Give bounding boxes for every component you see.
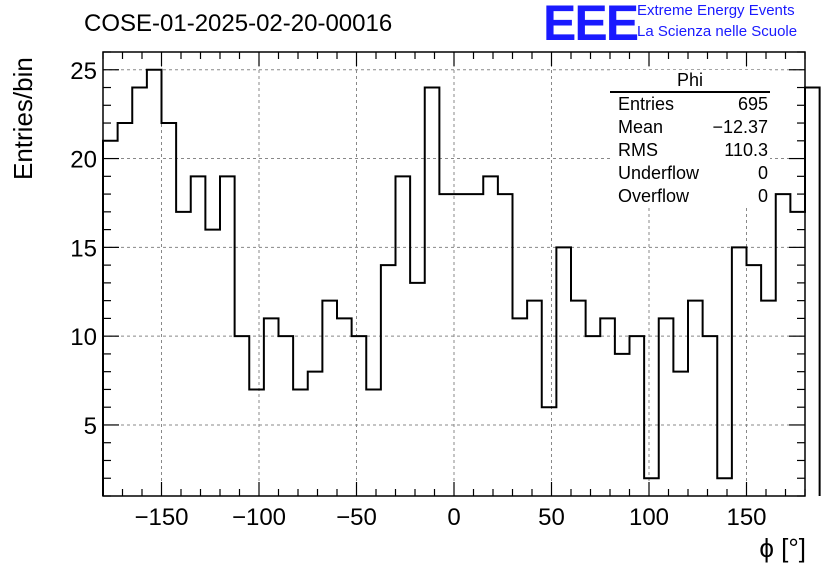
x-tick-label: −100	[232, 504, 286, 531]
x-tick-label: −50	[336, 504, 377, 531]
eee-logo: EEE	[543, 0, 639, 51]
stat-value: 110.3	[724, 140, 768, 160]
x-tick-label: 0	[447, 504, 460, 531]
stat-row-mean: Mean −12.37	[610, 116, 770, 139]
stat-row-underflow: Underflow 0	[610, 162, 770, 185]
x-tick-label: −150	[134, 504, 188, 531]
stat-row-rms: RMS 110.3	[610, 139, 770, 162]
stat-value: 695	[737, 94, 768, 114]
stat-label: RMS	[618, 140, 658, 160]
stat-row-overflow: Overflow 0	[610, 185, 770, 208]
logo-caption-line1: Extreme Energy Events	[637, 2, 795, 19]
histogram-series-line	[102, 68, 821, 496]
y-tick-label: 25	[70, 58, 97, 85]
tick-labels: −150 −100 −50 0 50 100 150 5 10 15 20 25	[70, 58, 766, 531]
x-axis-label: ϕ [°]	[759, 533, 806, 563]
stat-label: Overflow	[618, 186, 690, 206]
y-tick-label: 20	[70, 147, 97, 174]
y-tick-label: 5	[84, 413, 97, 440]
y-axis-label: Entries/bin	[8, 57, 38, 180]
stat-value: −12.37	[712, 117, 768, 137]
stat-label: Mean	[618, 117, 664, 137]
stat-label: Underflow	[618, 163, 700, 183]
axis-ticks	[102, 51, 806, 497]
stats-box: Phi Entries 695 Mean −12.37 RMS 110.3 Un…	[610, 70, 770, 208]
stat-label: Entries	[618, 94, 675, 114]
logo-caption-line2: La Scienza nelle Scuole	[637, 23, 798, 40]
chart-title: COSE-01-2025-02-20-00016	[84, 10, 393, 37]
stats-title: Phi	[610, 70, 770, 93]
stat-value: 0	[757, 163, 768, 183]
stat-value: 0	[757, 186, 768, 206]
x-tick-label: 50	[538, 504, 565, 531]
y-tick-label: 10	[70, 324, 97, 351]
y-tick-label: 15	[70, 235, 97, 262]
x-tick-label: 150	[726, 504, 766, 531]
x-tick-label: 100	[629, 504, 669, 531]
stat-row-entries: Entries 695	[610, 93, 770, 116]
